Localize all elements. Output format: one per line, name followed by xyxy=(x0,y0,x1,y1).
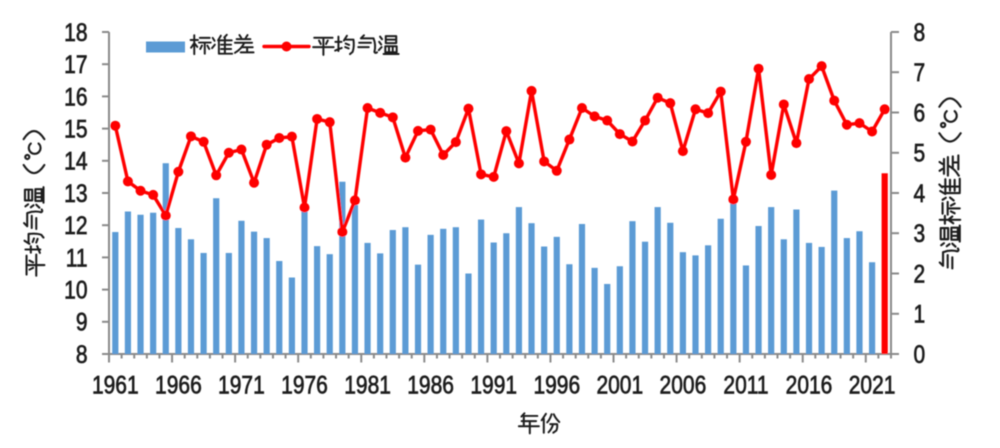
svg-text:2006: 2006 xyxy=(660,371,707,399)
svg-text:2011: 2011 xyxy=(723,371,768,399)
svg-text:18: 18 xyxy=(64,18,87,46)
svg-text:1981: 1981 xyxy=(344,371,391,399)
svg-text:1976: 1976 xyxy=(281,371,328,399)
svg-text:8: 8 xyxy=(76,340,88,368)
svg-text:1996: 1996 xyxy=(533,371,580,399)
svg-text:1: 1 xyxy=(914,300,926,328)
svg-text:4: 4 xyxy=(914,179,926,207)
svg-text:2016: 2016 xyxy=(786,371,833,399)
svg-text:10: 10 xyxy=(64,276,87,304)
svg-text:2001: 2001 xyxy=(596,371,643,399)
svg-text:14: 14 xyxy=(64,147,87,175)
svg-text:1991: 1991 xyxy=(470,371,517,399)
svg-text:8: 8 xyxy=(914,18,926,46)
svg-text:7: 7 xyxy=(914,58,926,86)
svg-text:15: 15 xyxy=(64,115,87,143)
svg-text:12: 12 xyxy=(64,211,87,239)
svg-text:5: 5 xyxy=(914,139,926,167)
svg-text:0: 0 xyxy=(914,340,926,368)
svg-text:1966: 1966 xyxy=(155,371,202,399)
svg-text:6: 6 xyxy=(914,99,926,127)
svg-text:1961: 1961 xyxy=(92,371,139,399)
svg-text:2: 2 xyxy=(914,260,926,288)
svg-text:9: 9 xyxy=(76,308,88,336)
svg-text:2021: 2021 xyxy=(849,371,896,399)
svg-text:16: 16 xyxy=(64,83,87,111)
svg-text:17: 17 xyxy=(64,50,87,78)
svg-text:1986: 1986 xyxy=(407,371,454,399)
svg-text:13: 13 xyxy=(64,179,87,207)
svg-text:11: 11 xyxy=(66,244,88,272)
svg-text:1971: 1971 xyxy=(218,371,265,399)
svg-text:3: 3 xyxy=(914,219,926,247)
